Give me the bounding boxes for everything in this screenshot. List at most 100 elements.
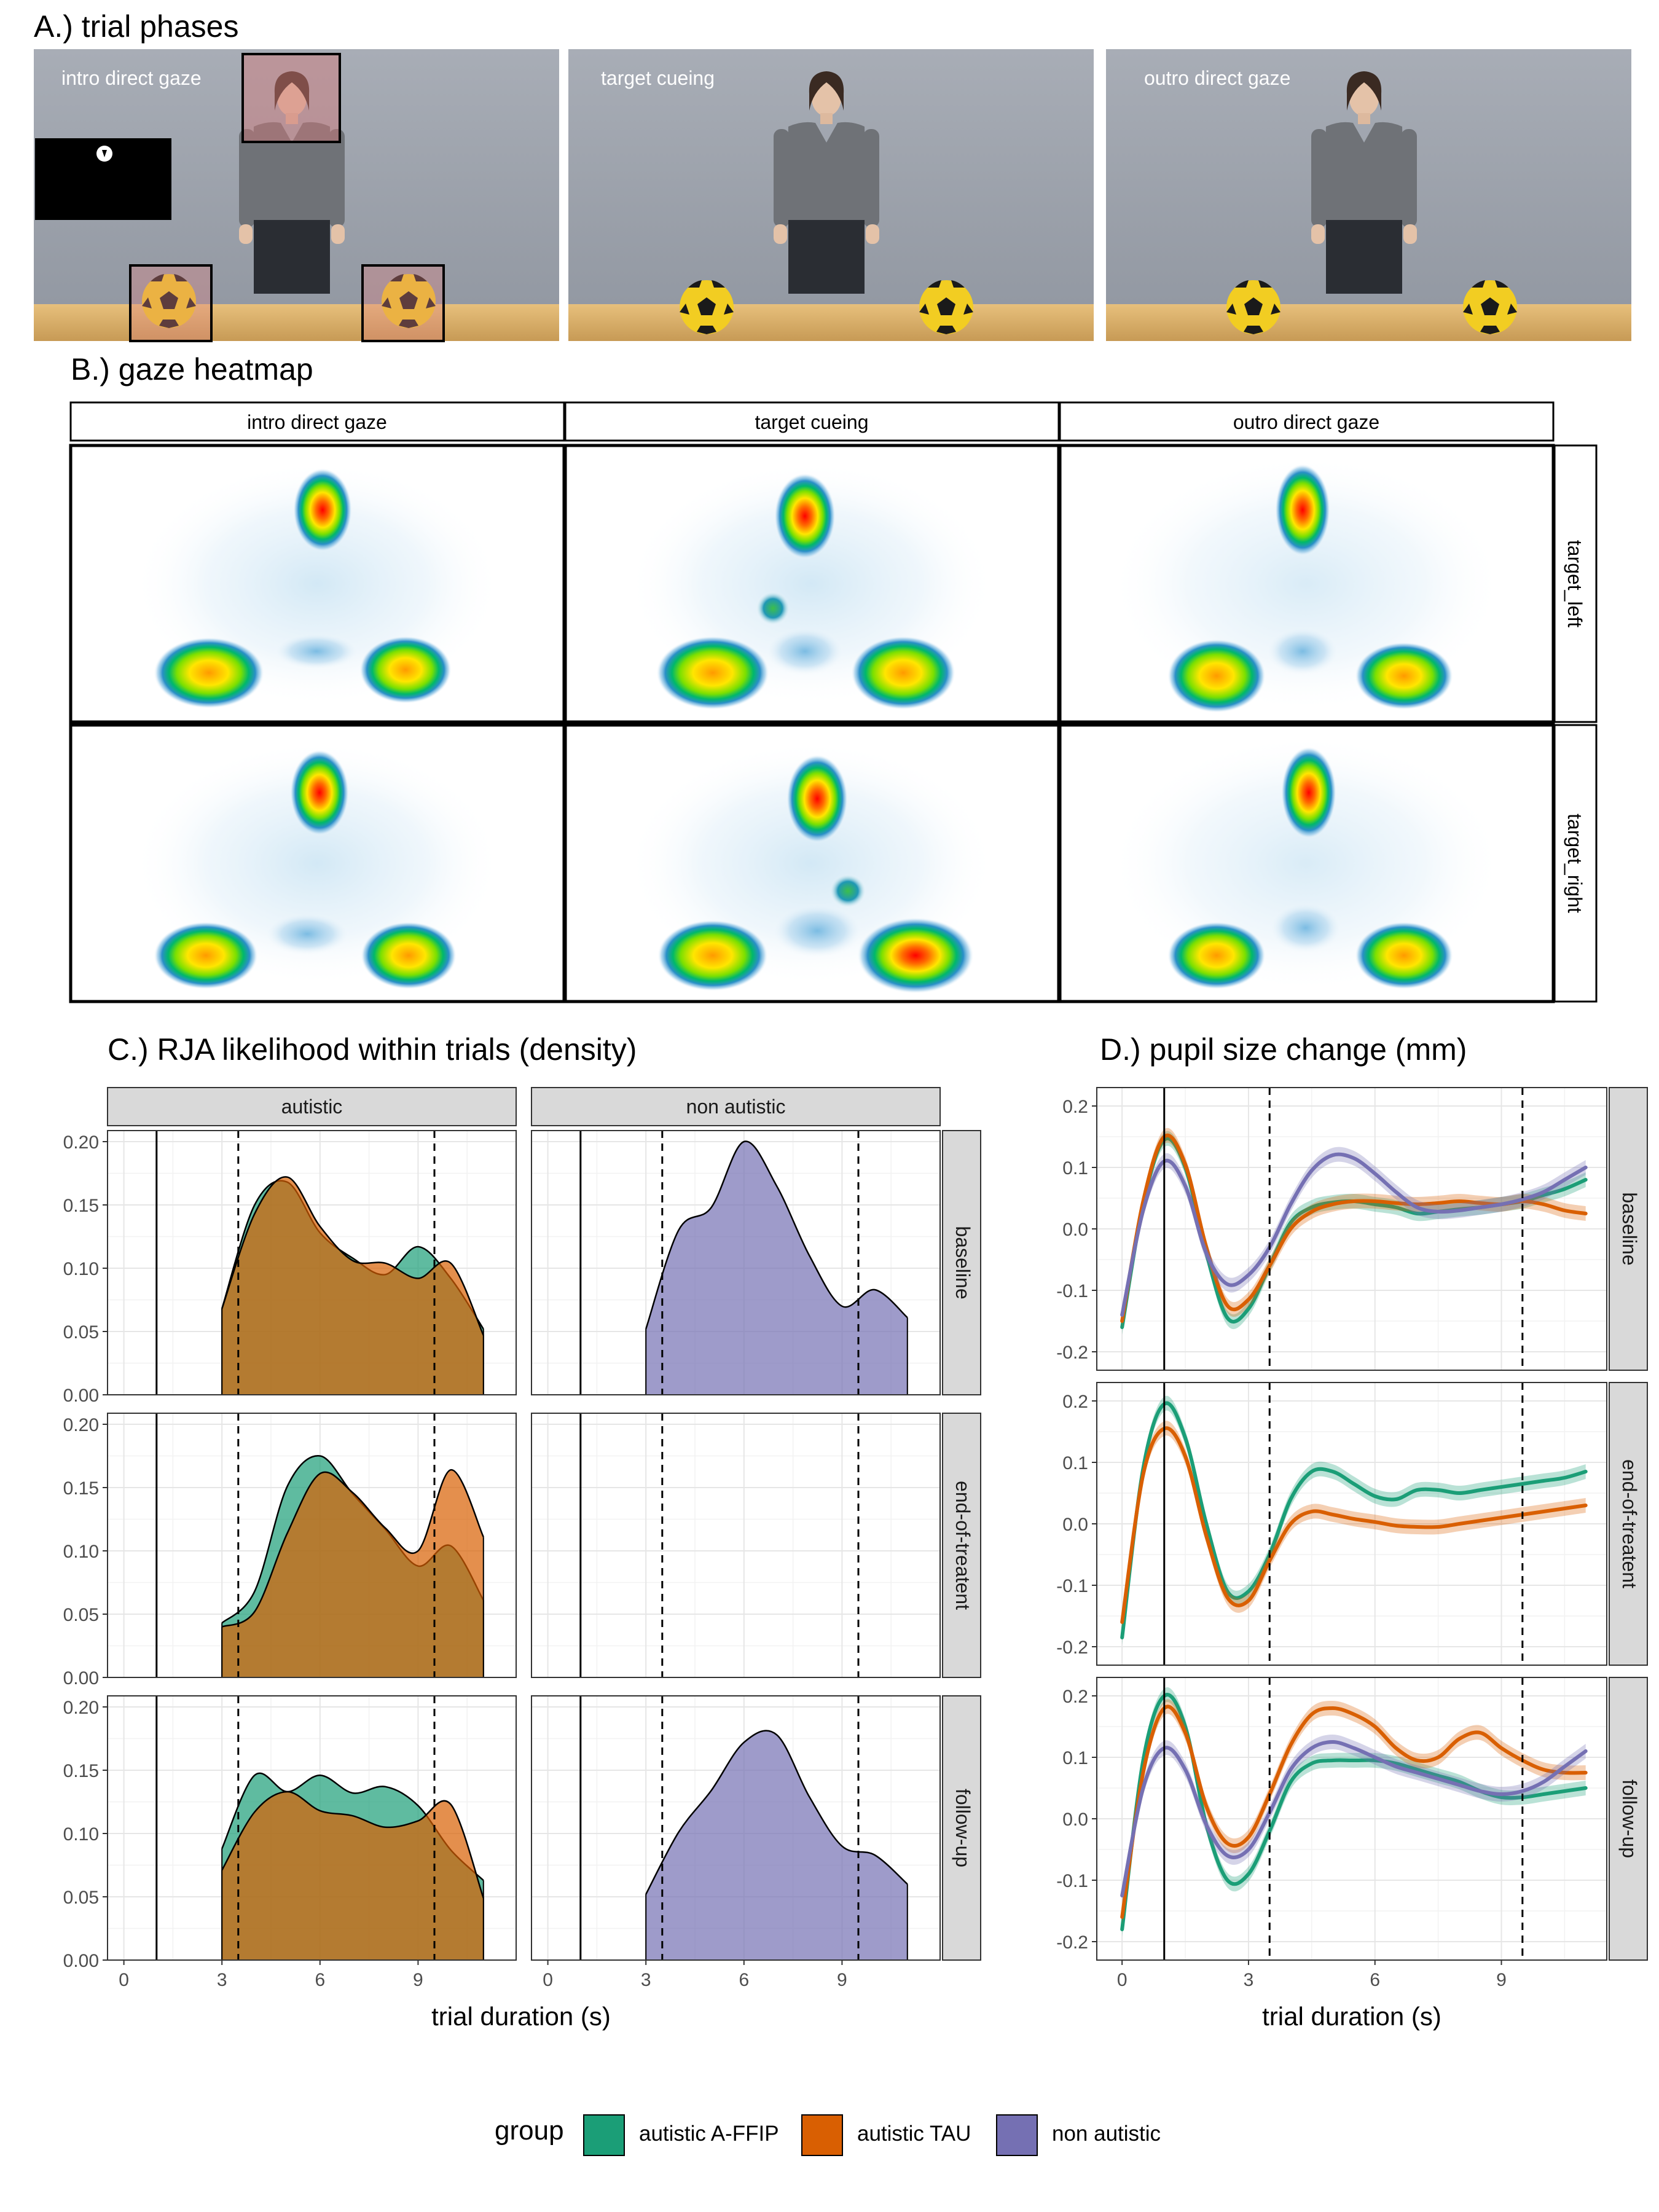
y-tick-label: 0.15: [63, 1761, 99, 1781]
y-tick-label: -0.2: [1056, 1932, 1088, 1953]
heatmap-row-label-1: target_right: [1564, 814, 1586, 913]
pupil-line: [1120, 1401, 1588, 1639]
y-tick-label: -0.2: [1056, 1343, 1088, 1363]
y-tick-label: 0.0: [1062, 1220, 1088, 1240]
facet-label-row: baseline: [1618, 1192, 1641, 1265]
facet-strip-row: [1609, 1087, 1648, 1371]
x-tick-label: 3: [217, 1970, 227, 1990]
legend-key-tau: [801, 2114, 843, 2156]
panel-bg-end-of-treatent-non autistic: [531, 1413, 940, 1677]
density-area: [222, 1470, 484, 1677]
legend-label-a-ffip: autistic A-FFIP: [639, 2122, 779, 2146]
rja-density-chart: autistic non autistic baseline end-of-treat…: [63, 1087, 981, 1990]
heatmap-col-label-0: intro direct gaze: [247, 411, 387, 433]
y-tick-label: 0.00: [63, 1386, 99, 1406]
legend-label-non-autistic: non autistic: [1052, 2122, 1161, 2146]
y-tick-label: 0.20: [63, 1698, 99, 1718]
x-tick-label: 0: [1117, 1970, 1128, 1990]
y-tick-label: 0.10: [63, 1542, 99, 1562]
y-tick-label: 0.1: [1062, 1748, 1088, 1768]
pupil-line: [1120, 1739, 1588, 1897]
y-tick-label: 0.10: [63, 1824, 99, 1845]
x-tick-label: 6: [739, 1970, 749, 1990]
photo-outro: outro direct gaze: [1106, 49, 1631, 341]
y-tick-label: 0.0: [1062, 1810, 1088, 1830]
panel-border: [107, 1695, 517, 1961]
facet-strip-col: [107, 1087, 517, 1126]
density-outline: [221, 1790, 484, 1899]
x-tick-label: 3: [641, 1970, 651, 1990]
y-tick-label: 0.2: [1062, 1097, 1088, 1117]
facet-strip-row: [1609, 1382, 1648, 1666]
density-outline: [221, 1176, 484, 1336]
y-tick-label: -0.2: [1056, 1637, 1088, 1658]
legend-key-a-ffip: [583, 2114, 625, 2156]
facet-label-row: baseline: [952, 1226, 974, 1299]
density-area: [222, 1791, 484, 1960]
facet-strip-row: [942, 1413, 981, 1678]
y-tick-label: 0.1: [1062, 1453, 1088, 1473]
photo-label-cueing: target cueing: [601, 67, 715, 89]
heatmap-intro-right: [69, 723, 566, 1003]
y-tick-label: 0.00: [63, 1668, 99, 1688]
face-roi-box: [241, 53, 341, 143]
panel-border: [107, 1413, 517, 1678]
facet-strip-col: [531, 1087, 941, 1126]
pupil-line: [1120, 1693, 1588, 1931]
y-tick-label: 0.15: [63, 1478, 99, 1499]
y-tick-label: 0.05: [63, 1888, 99, 1908]
legend-title: group: [495, 2116, 564, 2146]
heatmap-outro-left: [1058, 444, 1555, 724]
density-area: [646, 1730, 908, 1960]
panel-border: [531, 1695, 941, 1961]
x-tick-label: 6: [1370, 1970, 1380, 1990]
x-tick-label: 9: [1496, 1970, 1507, 1990]
pupil-line: [1120, 1152, 1588, 1317]
left-ball-roi-box: [129, 264, 213, 342]
facet-label-row: end-of-treatent: [1618, 1459, 1641, 1588]
y-tick-label: 0.2: [1062, 1392, 1088, 1412]
y-tick-label: 0.2: [1062, 1687, 1088, 1707]
photo-cueing: target cueing: [568, 49, 1094, 341]
right-ball-roi-box: [361, 264, 445, 342]
x-tick-label: 6: [315, 1970, 325, 1990]
y-tick-label: 0.20: [63, 1415, 99, 1435]
facet-label-col: non autistic: [686, 1096, 786, 1118]
y-tick-label: 0.05: [63, 1605, 99, 1625]
facet-label-col: autistic: [281, 1096, 343, 1118]
heatmap-col-label-2: outro direct gaze: [1233, 411, 1379, 433]
density-outline: [645, 1140, 908, 1330]
photo-label-intro: intro direct gaze: [61, 67, 202, 89]
heatmap-cueing-right: [563, 723, 1061, 1003]
y-tick-label: 0.1: [1062, 1158, 1088, 1179]
photo-label-outro: outro direct gaze: [1144, 67, 1290, 89]
heatmap-cueing-left: [563, 444, 1061, 724]
density-area: [646, 1141, 908, 1395]
legend-key-non-autistic: [996, 2114, 1038, 2156]
y-tick-label: -0.1: [1056, 1281, 1088, 1301]
panel-border: [531, 1130, 941, 1395]
density-outline: [221, 1469, 484, 1628]
x-tick-label: 0: [543, 1970, 553, 1990]
panel-border: [531, 1413, 941, 1678]
legend: group autistic A-FFIP autistic TAU non a…: [495, 2114, 1161, 2156]
y-tick-label: 0.0: [1062, 1515, 1088, 1535]
confidence-band: [1122, 1147, 1586, 1322]
y-tick-label: 0.05: [63, 1322, 99, 1343]
section-d-title: D.) pupil size change (mm): [1100, 1032, 1467, 1067]
section-d-xlabel: trial duration (s): [1262, 2002, 1441, 2031]
density-outline: [645, 1730, 908, 1895]
x-tick-label: 9: [837, 1970, 847, 1990]
heatmap-col-label-1: target cueing: [755, 411, 868, 433]
facet-label-row: follow-up: [952, 1789, 974, 1867]
facet-label-row: end-of-treatent: [952, 1481, 974, 1610]
pupil-line: [1120, 1704, 1588, 1919]
heatmap-intro-left: [69, 444, 566, 724]
heatmap-row-label-0: target_left: [1564, 540, 1586, 627]
facet-strip-row: [942, 1695, 981, 1961]
y-tick-label: 0.10: [63, 1259, 99, 1279]
x-tick-label: 9: [413, 1970, 423, 1990]
section-b-title: B.) gaze heatmap: [71, 352, 313, 386]
y-tick-label: -0.1: [1056, 1576, 1088, 1596]
